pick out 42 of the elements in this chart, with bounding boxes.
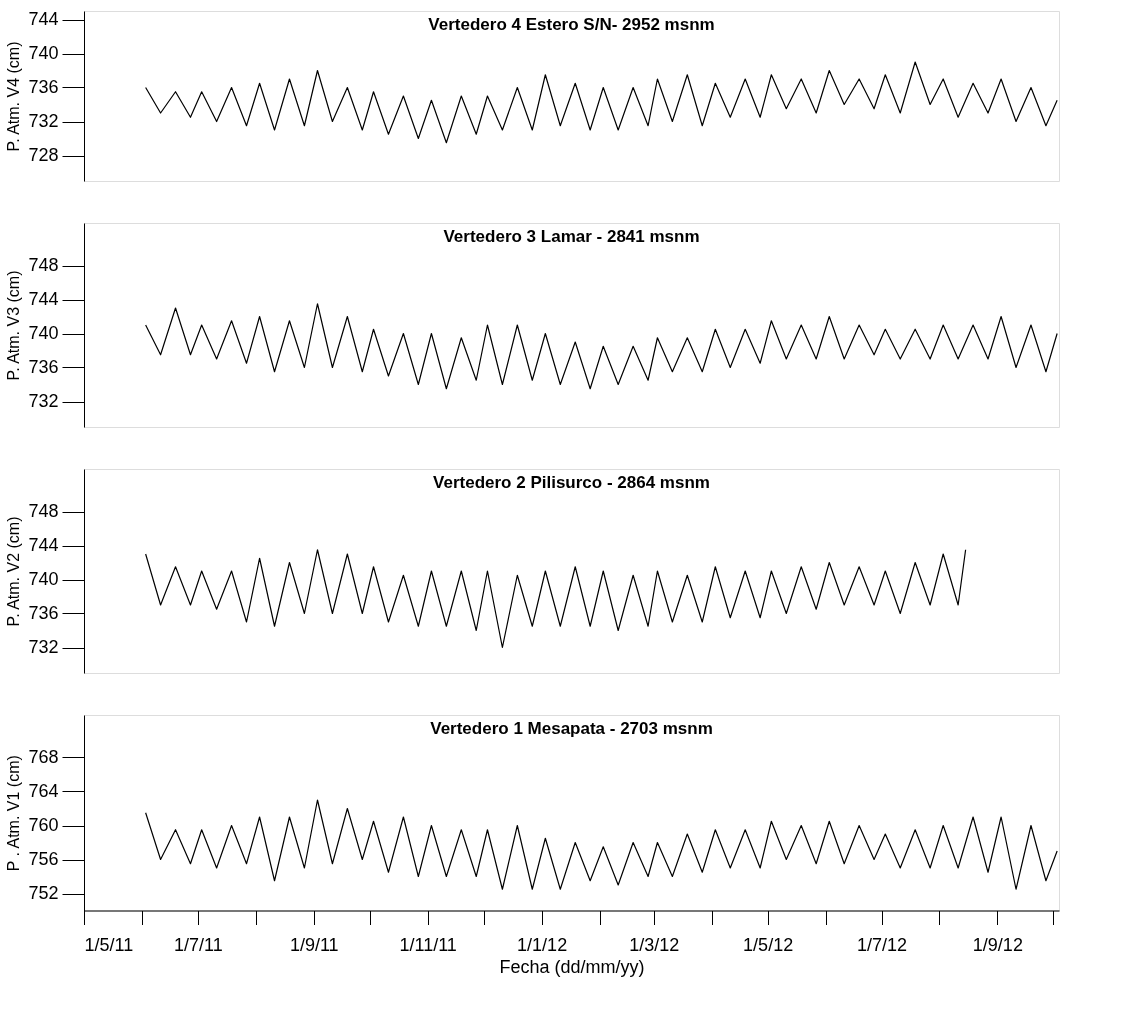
y-tick-label: 736 bbox=[28, 77, 59, 97]
x-tick-label: 1/7/11 bbox=[174, 935, 223, 955]
y-tick-label: 764 bbox=[28, 781, 59, 801]
y-axis-title: P . Atm. V1 (cm) bbox=[5, 755, 23, 872]
y-tick-label: 752 bbox=[28, 883, 59, 903]
x-tick-label: 1/5/11 bbox=[84, 935, 134, 955]
x-tick-label: 1/1/12 bbox=[517, 935, 568, 955]
chart-title: Vertedero 1 Mesapata - 2703 msnm bbox=[430, 719, 713, 738]
y-tick-label: 732 bbox=[28, 391, 59, 411]
y-tick-label: 740 bbox=[28, 569, 59, 589]
x-tick-label: 1/11/11 bbox=[399, 935, 457, 955]
y-tick-label: 736 bbox=[28, 603, 59, 623]
y-tick-label: 760 bbox=[28, 815, 59, 835]
y-axis-title: P. Atm. V4 (cm) bbox=[5, 41, 23, 152]
y-tick-label: 740 bbox=[28, 43, 59, 63]
y-tick-label: 744 bbox=[28, 289, 59, 309]
x-tick-label: 1/9/12 bbox=[972, 935, 1023, 955]
x-tick-label: 1/3/12 bbox=[629, 935, 680, 955]
y-tick-label: 748 bbox=[28, 501, 59, 521]
line-series bbox=[145, 799, 1058, 890]
chart-title: Vertedero 2 Pilisurco - 2864 msnm bbox=[433, 473, 710, 492]
line-series bbox=[145, 549, 967, 649]
chart-title: Vertedero 4 Estero S/N- 2952 msnm bbox=[428, 15, 715, 34]
x-tick-label: 1/7/12 bbox=[857, 935, 908, 955]
y-tick-label: 732 bbox=[28, 111, 59, 131]
y-tick-label: 744 bbox=[28, 535, 59, 555]
y-tick-label: 756 bbox=[28, 849, 59, 869]
chart-title: Vertedero 3 Lamar - 2841 msnm bbox=[443, 227, 700, 246]
y-axis-title: P. Atm. V3 (cm) bbox=[5, 270, 23, 381]
y-tick-label: 728 bbox=[28, 145, 59, 165]
line-series bbox=[145, 303, 1058, 390]
x-axis-title: Fecha (dd/mm/yy) bbox=[499, 957, 645, 977]
y-tick-label: 736 bbox=[28, 357, 59, 377]
y-tick-label: 740 bbox=[28, 323, 59, 343]
y-tick-label: 732 bbox=[28, 637, 59, 657]
y-axis-title: P. Atm. V2 (cm) bbox=[5, 516, 23, 627]
x-tick-label: 1/9/11 bbox=[289, 935, 339, 955]
y-tick-label: 744 bbox=[28, 9, 59, 29]
y-tick-label: 768 bbox=[28, 747, 59, 767]
x-tick-label: 1/5/12 bbox=[743, 935, 794, 955]
line-series bbox=[145, 61, 1058, 144]
y-tick-label: 748 bbox=[28, 255, 59, 275]
